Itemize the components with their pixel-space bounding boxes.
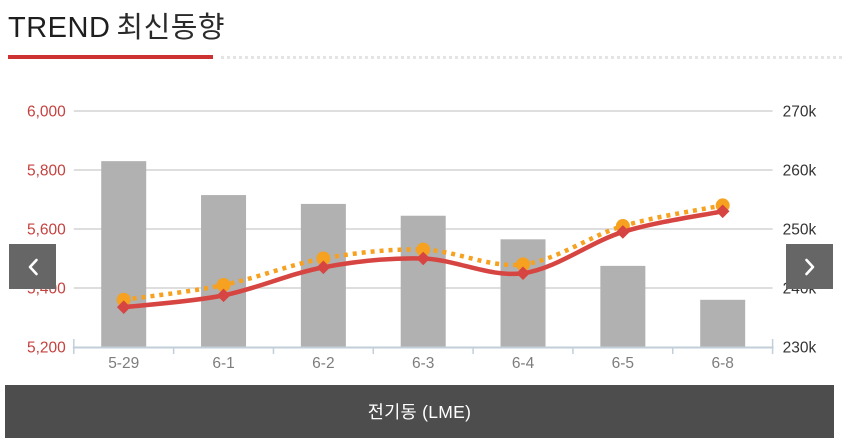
page-title-en: TREND: [8, 12, 111, 44]
y-axis-right-label: 230k: [783, 340, 817, 357]
inventory-line-marker-6-2: [316, 251, 331, 266]
bar-5-29: [101, 161, 147, 347]
price-line-marker-6-2: [316, 260, 331, 275]
trend-chart: 6,000 5,800 5,600 5,400 5,200 270k 260k 250k 240…: [0, 95, 842, 385]
y-axis-right-label: 270k: [783, 104, 817, 121]
x-axis-label-6-8: 6-8: [711, 355, 733, 372]
y-axis-left-label: 6,000: [27, 104, 66, 121]
x-axis-label-6-2: 6-2: [312, 355, 334, 372]
x-axis-label-6-3: 6-3: [412, 355, 434, 372]
page-title: TREND 최신동향: [8, 10, 834, 46]
price-line-marker-6-4: [516, 266, 530, 281]
chart-caption-tab: 전기동 (LME): [5, 385, 834, 438]
bar-6-4: [500, 239, 546, 347]
y-axis-left-label: 5,600: [27, 222, 66, 239]
carousel-prev-button[interactable]: [9, 244, 56, 289]
title-underline-accent: [8, 55, 213, 59]
price-line-marker-6-3: [416, 251, 430, 266]
page-title-ko: 최신동향: [116, 12, 226, 44]
header: TREND 최신동향: [8, 10, 834, 46]
inventory-line-marker-6-1: [216, 278, 231, 293]
chevron-left-icon: [28, 258, 38, 275]
inventory-line-marker-6-4: [516, 257, 531, 272]
x-axis-label-5-29: 5-29: [108, 355, 139, 372]
y-axis-right-label: 250k: [783, 222, 817, 239]
carousel-next-button[interactable]: [786, 244, 833, 289]
price-line-marker-6-5: [616, 225, 630, 239]
title-underline: [8, 55, 842, 60]
y-axis-left-label: 5,800: [27, 163, 66, 180]
x-axis-label-6-5: 6-5: [612, 355, 634, 372]
bar-6-8: [700, 299, 746, 347]
combo-chart-canvas: 6,0005,8005,6005,4005,200270k260k250k240…: [27, 104, 817, 373]
price-line-marker-6-1: [216, 288, 231, 303]
title-underline-dotted: [221, 56, 842, 59]
x-axis-label-6-4: 6-4: [512, 355, 535, 372]
y-axis-right-label: 260k: [783, 163, 817, 180]
bar-6-1: [201, 195, 247, 347]
inventory-line-marker-6-3: [416, 242, 431, 257]
chart-caption-label: 전기동 (LME): [367, 402, 472, 422]
inventory-line-marker-5-29: [116, 292, 131, 307]
y-axis-left-label: 5,200: [27, 340, 66, 357]
bar-6-3: [400, 215, 446, 347]
bar-6-2: [300, 203, 346, 347]
price-line-marker-5-29: [116, 300, 131, 314]
price-line-marker-6-8: [715, 204, 730, 219]
chevron-right-icon: [804, 258, 814, 275]
bar-6-5: [600, 265, 646, 347]
x-axis-label-6-1: 6-1: [212, 355, 234, 372]
